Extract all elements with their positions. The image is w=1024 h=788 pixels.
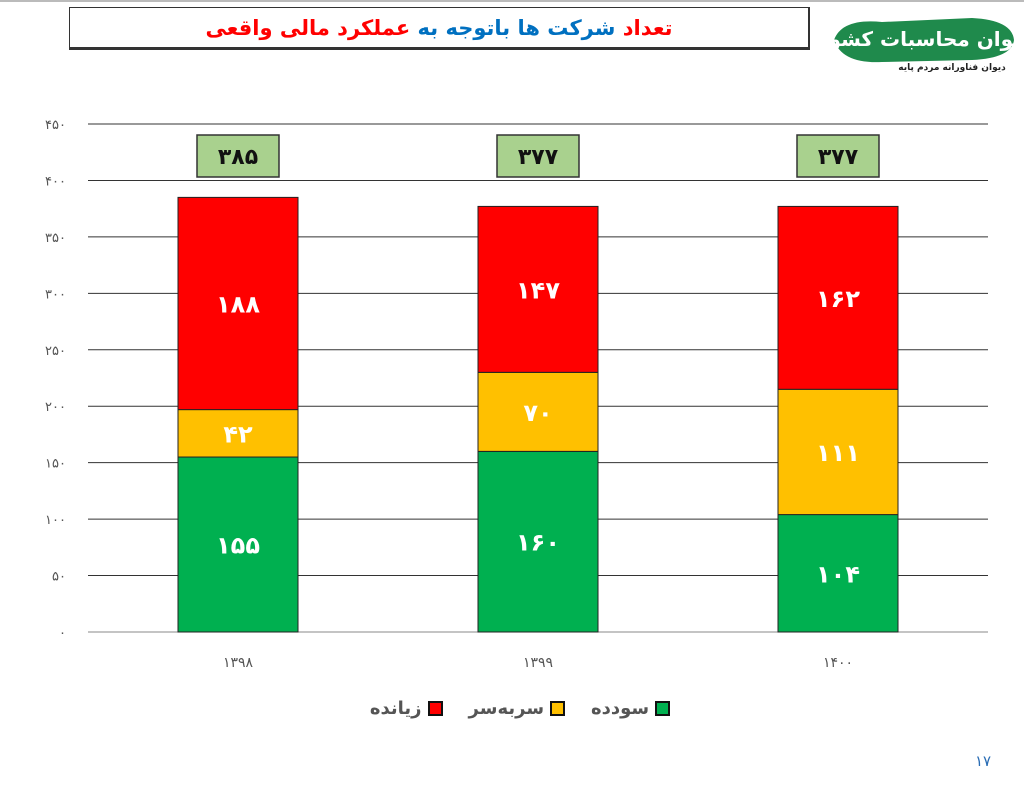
segment-label: ۱۰۴ bbox=[816, 560, 860, 588]
bar-segment bbox=[477, 371, 599, 452]
top-divider bbox=[0, 0, 1024, 2]
bar-segment bbox=[177, 409, 299, 458]
y-tick-label: ۱۵۰ bbox=[45, 457, 66, 472]
x-tick-label: ۱۳۹۸ bbox=[223, 655, 254, 671]
legend-label: سودده bbox=[591, 698, 650, 719]
total-label: ۳۸۵ bbox=[218, 145, 258, 170]
bar-segment bbox=[777, 388, 899, 516]
total-box bbox=[796, 134, 880, 178]
y-tick-label: ۴۰۰ bbox=[45, 174, 66, 189]
bar-segment bbox=[777, 514, 899, 633]
segment-label: ۱۱۱ bbox=[816, 439, 860, 467]
logo-subtitle: دیوان فناورانه مردم پایه bbox=[898, 63, 1006, 72]
legend: سودده سربه‌سر زیانده bbox=[360, 698, 680, 719]
segment-label: ۴۲ bbox=[223, 420, 253, 448]
legend-swatch bbox=[550, 701, 566, 716]
legend-item: زیانده bbox=[370, 698, 443, 719]
segment-label: ۱۵۵ bbox=[216, 532, 260, 560]
title-box: تعداد شرکت ها باتوجه به عملکرد مالی واقع… bbox=[69, 7, 810, 50]
title-part-3: عملکرد مالی واقعی bbox=[205, 15, 411, 40]
y-tick-label: ۱۰۰ bbox=[45, 513, 66, 528]
y-tick-label: ۳۰۰ bbox=[45, 287, 66, 302]
page-number: ۱۷ bbox=[975, 752, 992, 770]
bar-segment bbox=[777, 205, 899, 390]
y-tick-label: ۲۵۰ bbox=[45, 344, 66, 359]
total-label: ۳۷۷ bbox=[818, 145, 859, 170]
legend-item: سودده bbox=[591, 698, 671, 719]
bar-segment bbox=[177, 196, 299, 411]
logo: دیوان محاسبات کشور دیوان فناورانه مردم پ… bbox=[822, 18, 1022, 72]
segment-label: ۱۴۷ bbox=[516, 276, 560, 304]
total-box bbox=[196, 134, 280, 178]
legend-item: سربه‌سر bbox=[468, 698, 566, 719]
x-tick-label: ۱۳۹۹ bbox=[523, 655, 553, 671]
y-tick-label: ۵۰ bbox=[52, 570, 66, 585]
y-tick-label: ۴۵۰ bbox=[45, 118, 66, 133]
stacked-bar-chart: ۰ ۵۰ ۱۰۰ ۱۵۰ ۲۰۰ ۲۵۰ ۳۰۰ ۳۵۰ ۴۰۰ ۴۵۰ ۱۵۵ ۴۲ ۱۸۸ ۳۸۵ ۱۳… bbox=[45, 118, 988, 671]
logo-text: دیوان محاسبات کشور bbox=[822, 27, 1022, 51]
title-part-2: شرکت ها باتوجه به bbox=[410, 15, 616, 40]
y-tick-label: ۲۰۰ bbox=[45, 400, 66, 415]
legend-label: زیانده bbox=[369, 698, 422, 719]
legend-label: سربه‌سر bbox=[468, 698, 545, 719]
title-part-1: تعداد bbox=[615, 15, 673, 40]
segment-label: ۱۸۸ bbox=[216, 290, 260, 318]
total-box bbox=[496, 134, 580, 178]
y-tick-label: ۳۵۰ bbox=[45, 231, 66, 246]
bar-segment bbox=[177, 456, 299, 633]
bar-segment bbox=[477, 205, 599, 373]
segment-label: ۱۶۲ bbox=[816, 285, 860, 313]
y-tick-label: ۰ bbox=[59, 626, 66, 641]
x-tick-label: ۱۴۰۰ bbox=[823, 655, 853, 671]
legend-swatch bbox=[427, 701, 443, 716]
bar-segment bbox=[477, 450, 599, 633]
legend-swatch bbox=[655, 701, 671, 716]
total-label: ۳۷۷ bbox=[518, 145, 559, 170]
segment-label: ۷۰ bbox=[523, 399, 552, 427]
segment-label: ۱۶۰ bbox=[516, 529, 560, 557]
